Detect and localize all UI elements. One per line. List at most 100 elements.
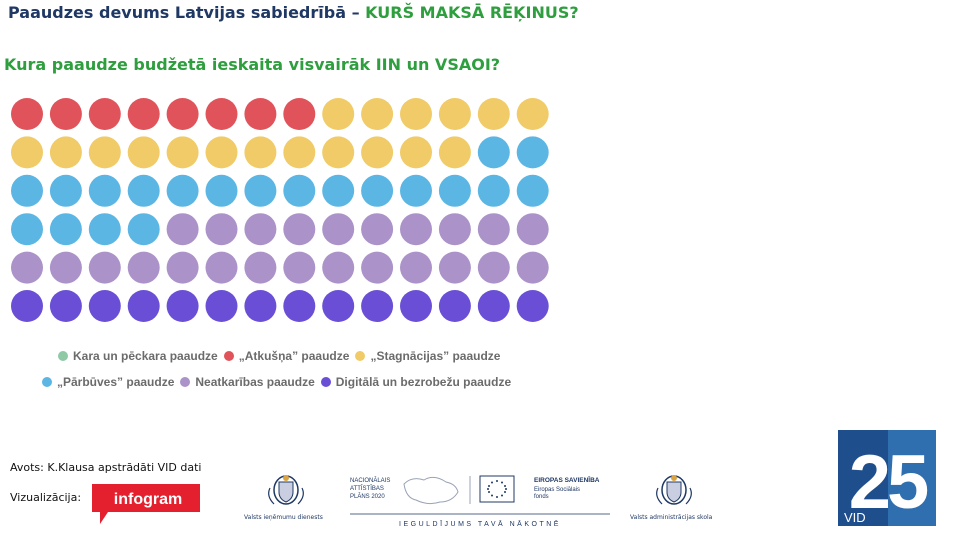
legend-item[interactable]: „Atkušņa” paaudze — [223, 349, 350, 363]
legend-dot-icon — [180, 377, 191, 387]
waffle-dot — [166, 98, 199, 130]
badge-text: VID — [844, 510, 866, 525]
waffle-dot — [438, 98, 471, 130]
waffle-dot — [361, 174, 394, 207]
waffle-dot — [88, 290, 121, 322]
waffle-dot — [477, 174, 510, 207]
nap-eu-logo: NACIONĀLAIS ATTĪSTĪBAS PLĀNS 2020 EIROPA… — [350, 475, 610, 528]
waffle-dot — [283, 98, 316, 130]
waffle-dot — [400, 251, 432, 284]
waffle-dot — [88, 98, 121, 130]
waffle-dot — [166, 251, 199, 284]
waffle-dot — [244, 251, 277, 284]
waffle-dot — [477, 213, 510, 246]
legend-label: „Atkušņa” paaudze — [238, 349, 350, 363]
nap-slogan: IEGULDĪJUMS TAVĀ NĀKOTNĒ — [399, 520, 561, 528]
waffle-dot — [127, 136, 160, 169]
waffle-dot — [361, 98, 394, 130]
waffle-dot — [283, 136, 316, 169]
waffle-dot — [205, 290, 238, 322]
waffle-dot — [322, 174, 355, 207]
vid-25-badge: 25 VID — [838, 430, 936, 526]
infogram-text: infogram — [114, 491, 182, 508]
waffle-dot — [11, 174, 43, 207]
waffle-dot — [400, 174, 432, 207]
waffle-dot — [361, 136, 394, 169]
legend-label: Kara un pēckara paaudze — [73, 349, 218, 363]
waffle-dot — [166, 174, 199, 207]
legend-item[interactable]: „Pārbūves” paaudze — [42, 375, 174, 389]
waffle-dot — [322, 213, 355, 246]
legend-item[interactable]: Neatkarības paaudze — [180, 375, 315, 389]
latvia-map-icon — [403, 476, 459, 505]
waffle-dot — [127, 213, 160, 246]
waffle-dot — [477, 136, 510, 169]
waffle-dot — [205, 213, 238, 246]
eu-fund-line-2: fonds — [534, 494, 549, 500]
waffle-dot — [166, 136, 199, 169]
waffle-dot — [127, 98, 160, 130]
waffle-dot — [438, 290, 471, 322]
legend-label: Neatkarības paaudze — [195, 375, 315, 389]
eu-title: EIROPAS SAVIENĪBA — [534, 476, 600, 484]
waffle-dot — [516, 251, 549, 284]
nap-line-2: ATTĪSTĪBAS — [350, 485, 384, 492]
infogram-logo[interactable]: infogram — [88, 484, 200, 524]
legend-item[interactable]: „Stagnācijas” paaudze — [355, 349, 500, 363]
legend-item[interactable]: Kara un pēckara paaudze — [58, 349, 218, 363]
waffle-dot — [11, 290, 43, 322]
vas-logo-caption: Valsts administrācijas skola — [630, 514, 713, 521]
waffle-dot — [322, 290, 355, 322]
legend-row-1: Kara un pēckara paaudze „Atkušņa” paaudze… — [58, 349, 506, 363]
waffle-dot — [516, 213, 549, 246]
waffle-dot — [322, 98, 355, 130]
waffle-dot — [477, 251, 510, 284]
title-highlight: KURŠ MAKSĀ RĒĶINUS? — [365, 3, 579, 22]
waffle-dot — [283, 251, 316, 284]
legend-label: Digitālā un bezrobežu paaudze — [335, 375, 512, 389]
waffle-dot — [166, 290, 199, 322]
waffle-dot — [49, 290, 82, 322]
waffle-dot — [244, 98, 277, 130]
waffle-dot — [244, 136, 277, 169]
waffle-dot — [49, 251, 82, 284]
waffle-dot — [205, 251, 238, 284]
waffle-dot — [127, 251, 160, 284]
waffle-dot — [88, 251, 121, 284]
waffle-dot — [400, 98, 432, 130]
waffle-dot — [49, 98, 82, 130]
legend-item[interactable]: Digitālā un bezrobežu paaudze — [320, 375, 512, 389]
waffle-dot — [322, 251, 355, 284]
eu-flag-icon — [479, 475, 515, 503]
waffle-dot — [166, 213, 199, 246]
waffle-dot — [11, 98, 43, 130]
waffle-dot — [516, 290, 549, 322]
waffle-dot — [322, 136, 355, 169]
badge-number: 25 — [849, 440, 928, 525]
waffle-dot — [205, 136, 238, 169]
waffle-dot — [11, 213, 43, 246]
legend-label: „Pārbūves” paaudze — [57, 375, 175, 389]
chart-subtitle: Kura paaudze budžetā ieskaita visvairāk … — [4, 55, 501, 74]
waffle-dot — [516, 136, 549, 169]
vid-coat-of-arms-icon — [268, 475, 304, 505]
waffle-dot — [127, 290, 160, 322]
waffle-dot — [477, 290, 510, 322]
waffle-dot — [244, 290, 277, 322]
waffle-dot — [283, 290, 316, 322]
waffle-dot — [205, 174, 238, 207]
waffle-dot — [283, 213, 316, 246]
waffle-dot — [400, 290, 432, 322]
legend-label: „Stagnācijas” paaudze — [370, 349, 501, 363]
waffle-dot — [361, 290, 394, 322]
waffle-dot — [88, 136, 121, 169]
vid-logo-caption: Valsts ieņēmumu dienests — [244, 514, 323, 521]
waffle-dot — [11, 251, 43, 284]
waffle-dot — [438, 213, 471, 246]
waffle-dot — [244, 213, 277, 246]
waffle-dot — [438, 251, 471, 284]
legend-dot-icon — [42, 377, 52, 387]
waffle-dot — [49, 174, 82, 207]
legend-dot-icon — [58, 351, 68, 361]
waffle-dot — [205, 98, 238, 130]
